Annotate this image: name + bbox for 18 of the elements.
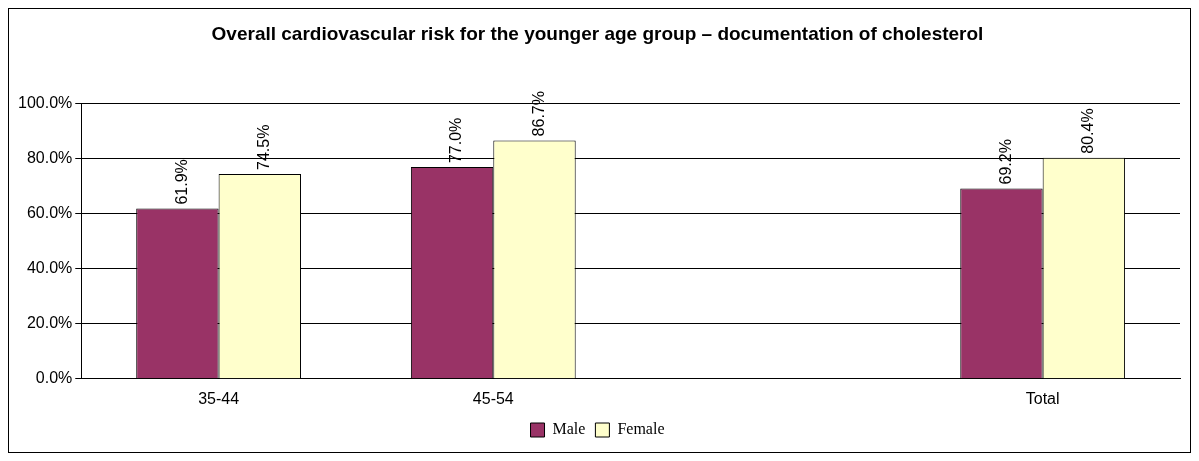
y-tick-label: 40.0%: [26, 259, 73, 277]
y-tick-label: 20.0%: [26, 314, 73, 332]
x-tick-label: Total: [1025, 389, 1060, 407]
data-label: 69.2%: [996, 139, 1014, 185]
y-tick-label: 80.0%: [26, 149, 73, 167]
y-tick-label: 60.0%: [26, 204, 73, 222]
data-label: 86.7%: [529, 91, 547, 137]
data-label: 80.4%: [1079, 108, 1097, 154]
legend-label: Male: [552, 420, 586, 438]
y-tick-label: 100.0%: [18, 94, 73, 112]
data-label: 61.9%: [172, 159, 190, 205]
data-label: 74.5%: [255, 124, 273, 170]
chart-title: Overall cardiovascular risk for the younger age group – documentation of cholesterol: [211, 22, 984, 44]
data-label: 77.0%: [447, 117, 465, 164]
y-tick-label: 0.0%: [35, 369, 73, 387]
x-tick-label: 45-54: [472, 389, 514, 407]
legend-label: Female: [617, 420, 665, 438]
x-tick-label: 35-44: [198, 389, 240, 407]
